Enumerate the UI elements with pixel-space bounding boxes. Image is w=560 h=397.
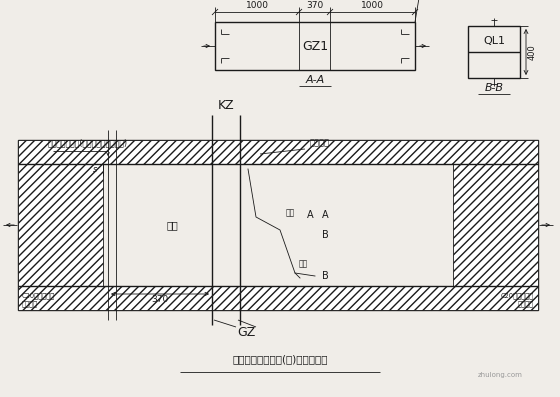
Text: 混凝土强度等级(墙体同层混凝土强度): 混凝土强度等级(墙体同层混凝土强度) [48,138,128,147]
Bar [18,164,103,286]
Text: 素混凝土: 素混凝土 [518,300,534,306]
Text: 1000: 1000 [245,2,268,10]
Bar [215,22,415,70]
Text: 高剧: 高剧 [286,208,295,218]
Text: 素混凝土: 素混凝土 [22,300,38,306]
Text: QL1: QL1 [483,36,505,46]
Text: 一道箍筋: 一道箍筋 [310,138,330,147]
Text: 370: 370 [151,295,169,304]
Text: 400: 400 [528,44,536,60]
Bar [468,26,520,78]
Bar [18,140,538,310]
Text: GZ: GZ [237,326,255,339]
Text: A-A: A-A [305,75,325,85]
Text: B: B [321,230,328,240]
Text: 封剖: 封剖 [298,260,307,268]
Text: zhulong.com: zhulong.com [478,372,522,378]
Text: 门洞: 门洞 [167,220,179,230]
Bar [18,286,538,310]
Text: 地下室外墙体超长(高)抗震构造图: 地下室外墙体超长(高)抗震构造图 [232,354,328,364]
Text: B-B: B-B [484,83,503,93]
Text: A: A [307,210,313,220]
Text: s: s [92,166,97,175]
Bar [18,140,538,164]
Text: B: B [321,271,328,281]
Text: A: A [321,210,328,220]
Text: 1000: 1000 [361,2,384,10]
Text: 370: 370 [306,2,323,10]
Text: GZ1: GZ1 [302,39,328,52]
Text: KZ: KZ [218,99,234,112]
Text: C20混凝土砖砂: C20混凝土砖砂 [22,292,55,299]
Bar [453,164,538,286]
Text: C20混凝土砖砂: C20混凝土砖砂 [501,292,534,299]
